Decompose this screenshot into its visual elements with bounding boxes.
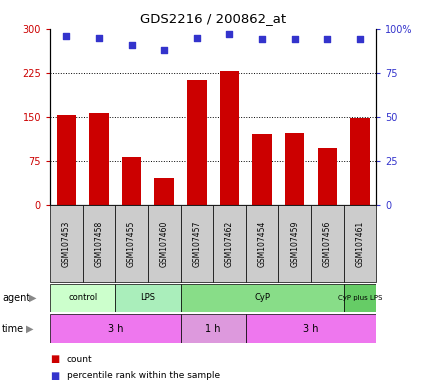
Point <box>290 36 297 43</box>
Bar <box>343 284 375 312</box>
Bar <box>219 71 239 205</box>
Text: count: count <box>66 354 92 364</box>
Point <box>62 33 69 39</box>
Bar <box>50 314 180 343</box>
Bar <box>148 205 180 282</box>
Text: control: control <box>68 293 97 302</box>
Text: 1 h: 1 h <box>205 323 220 334</box>
Text: ■: ■ <box>50 354 59 364</box>
Text: CyP: CyP <box>253 293 270 302</box>
Text: 3 h: 3 h <box>302 323 318 334</box>
Text: GSM107453: GSM107453 <box>62 221 71 267</box>
Bar <box>245 205 278 282</box>
Bar <box>278 205 310 282</box>
Text: GSM107454: GSM107454 <box>257 221 266 267</box>
Text: GSM107456: GSM107456 <box>322 221 331 267</box>
Bar <box>284 133 304 205</box>
Text: ■: ■ <box>50 371 59 381</box>
Text: agent: agent <box>2 293 30 303</box>
Bar <box>56 115 76 205</box>
Point <box>226 31 233 37</box>
Bar <box>343 205 375 282</box>
Bar <box>180 205 213 282</box>
Bar <box>115 284 180 312</box>
Bar <box>180 314 245 343</box>
Bar <box>310 205 343 282</box>
Point <box>95 35 102 41</box>
Text: GSM107459: GSM107459 <box>289 221 299 267</box>
Text: GSM107457: GSM107457 <box>192 221 201 267</box>
Bar <box>349 118 369 205</box>
Text: LPS: LPS <box>140 293 155 302</box>
Bar <box>122 157 141 205</box>
Text: time: time <box>2 323 24 334</box>
Point <box>323 36 330 43</box>
Point <box>258 36 265 43</box>
Bar <box>252 134 271 205</box>
Bar <box>115 205 148 282</box>
Text: GSM107455: GSM107455 <box>127 221 136 267</box>
Text: 3 h: 3 h <box>107 323 123 334</box>
Text: ▶: ▶ <box>26 323 33 334</box>
Point <box>193 35 200 41</box>
Bar <box>245 314 375 343</box>
Point <box>356 36 363 43</box>
Bar <box>89 113 108 205</box>
Text: GSM107458: GSM107458 <box>94 221 103 267</box>
Bar <box>50 205 82 282</box>
Text: percentile rank within the sample: percentile rank within the sample <box>66 371 219 380</box>
Bar <box>317 148 336 205</box>
Point <box>128 41 135 48</box>
Text: GSM107460: GSM107460 <box>159 221 168 267</box>
Bar <box>154 178 174 205</box>
Text: ▶: ▶ <box>29 293 36 303</box>
Point <box>161 47 168 53</box>
Bar <box>50 284 115 312</box>
Text: GSM107461: GSM107461 <box>355 221 364 267</box>
Bar <box>213 205 245 282</box>
Text: GDS2216 / 200862_at: GDS2216 / 200862_at <box>140 12 286 25</box>
Text: CyP plus LPS: CyP plus LPS <box>337 295 381 301</box>
Bar <box>82 205 115 282</box>
Text: GSM107462: GSM107462 <box>224 221 233 267</box>
Bar <box>187 80 206 205</box>
Bar <box>180 284 343 312</box>
